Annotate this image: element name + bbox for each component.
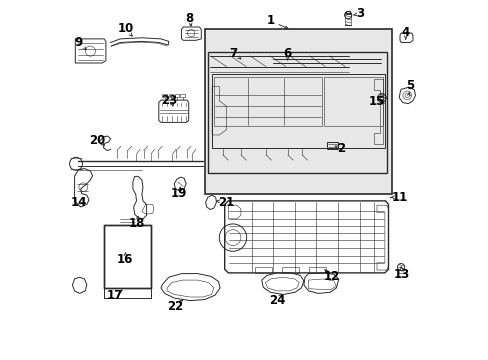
Text: 1: 1: [266, 14, 274, 27]
Text: 19: 19: [170, 187, 187, 200]
Text: 6: 6: [283, 47, 291, 60]
Text: 3: 3: [356, 7, 364, 20]
Text: 9: 9: [74, 36, 82, 49]
Text: 4: 4: [401, 26, 409, 39]
Text: 10: 10: [117, 22, 134, 35]
Text: 11: 11: [391, 191, 407, 204]
Text: 23: 23: [161, 94, 177, 107]
Text: 7: 7: [228, 47, 237, 60]
Text: 21: 21: [218, 196, 234, 209]
Text: 12: 12: [323, 270, 339, 283]
Text: 14: 14: [71, 196, 87, 209]
Text: 22: 22: [167, 300, 183, 312]
Text: 5: 5: [405, 79, 413, 92]
Bar: [104, 225, 151, 288]
Text: 15: 15: [368, 95, 385, 108]
Bar: [204, 29, 391, 194]
Text: 24: 24: [269, 294, 285, 307]
Text: 20: 20: [89, 134, 105, 147]
Text: 2: 2: [336, 142, 345, 155]
Text: 16: 16: [117, 253, 133, 266]
Text: 13: 13: [393, 268, 409, 281]
Text: 18: 18: [129, 217, 145, 230]
Text: 8: 8: [185, 12, 194, 24]
Text: 17: 17: [106, 289, 123, 302]
